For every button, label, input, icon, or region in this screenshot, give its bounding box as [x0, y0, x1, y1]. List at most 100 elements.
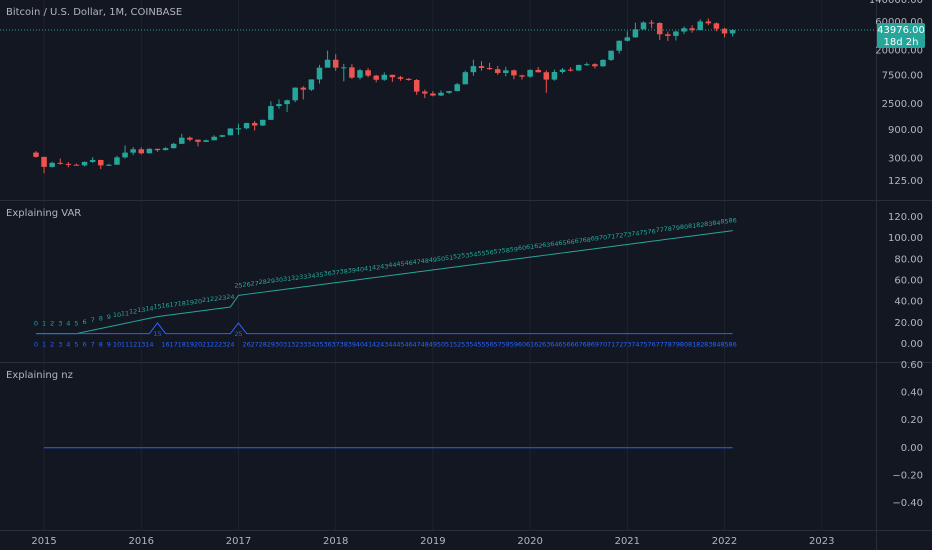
point-label: 9 — [107, 313, 111, 321]
point-label: 31 — [283, 275, 291, 283]
point-label: 54 — [469, 341, 477, 349]
candle-body — [365, 70, 371, 76]
candle-body — [527, 69, 533, 77]
y-tick-label: 20.00 — [894, 318, 923, 329]
candle-body — [413, 80, 420, 92]
point-label: 30 — [275, 341, 283, 349]
candle-body — [462, 72, 469, 85]
point-label: 29 — [267, 277, 275, 285]
point-label: 54 — [469, 251, 477, 259]
point-label: 56 — [485, 248, 493, 256]
point-label: 34 — [307, 341, 315, 349]
candle-body — [665, 34, 671, 36]
point-label: 7 — [91, 316, 95, 324]
point-label: 39 — [348, 267, 356, 275]
point-label: 47 — [413, 258, 421, 266]
point-label: 27 — [251, 279, 259, 287]
point-label: 43 — [380, 341, 388, 349]
candle-body — [535, 69, 541, 73]
point-label: 71 — [607, 233, 615, 241]
candle-body — [89, 159, 96, 162]
candle-body — [608, 50, 614, 60]
series-line — [35, 322, 733, 335]
point-label: 0 — [34, 320, 38, 328]
x-tick-label: 2018 — [323, 536, 348, 547]
point-label: 2 — [50, 341, 54, 349]
point-label: 66 — [566, 238, 574, 246]
point-label: 18 — [178, 341, 186, 349]
candle-body — [243, 123, 250, 129]
candle-body — [494, 69, 501, 73]
point-label: 32 — [291, 274, 299, 282]
point-label: 11 — [121, 341, 129, 349]
point-label: 58 — [502, 246, 510, 254]
point-label: 49 — [429, 256, 437, 264]
candle-body — [308, 79, 315, 90]
candle-body — [154, 148, 161, 151]
point-label: 75 — [639, 228, 647, 236]
point-label: 67 — [575, 341, 583, 349]
point-label: 79 — [672, 341, 680, 349]
candle-body — [705, 21, 712, 24]
point-label: 15 — [153, 330, 161, 338]
point-label: 55 — [477, 341, 485, 349]
point-label: 5 — [74, 320, 78, 328]
pane-title: Explaining VAR — [6, 208, 81, 219]
y-tick-label: 125.00 — [888, 176, 923, 187]
candle-body — [430, 93, 436, 96]
point-label: 77 — [656, 341, 664, 349]
point-label: 52 — [453, 341, 461, 349]
mark-layer: 0 1 2 3 4 5 6 7 8 9 10 11 12 13 14 15 16 17 18 19 20 21 22 23 24… — [0, 18, 876, 449]
point-label: 25 — [234, 330, 242, 338]
point-label: 81 — [688, 222, 696, 230]
candle-body — [600, 59, 606, 67]
point-label: 80 — [680, 341, 688, 349]
candle-body — [81, 161, 88, 166]
point-label: 26 — [242, 341, 250, 349]
candle-body — [389, 74, 396, 78]
candle-body — [543, 72, 550, 80]
candle-body — [519, 75, 525, 77]
candle-body — [729, 30, 736, 34]
y-tick-label: 20000.00 — [875, 45, 923, 56]
point-label: 30 — [275, 276, 283, 284]
point-label: 82 — [696, 221, 704, 229]
point-label: 67 — [575, 237, 583, 245]
point-label: 21 — [202, 341, 210, 349]
candle-body — [567, 69, 574, 71]
candle-body — [203, 140, 209, 142]
point-label: 62 — [534, 341, 542, 349]
candle-body — [381, 74, 388, 80]
candle-body — [292, 87, 298, 101]
bar-countdown: 18d 2h — [884, 37, 919, 48]
candle-body — [357, 70, 363, 78]
candle-body — [162, 148, 169, 151]
candle-body — [235, 128, 242, 130]
point-label: 82 — [696, 341, 704, 349]
point-label: 13 — [137, 306, 145, 314]
point-label: 8 — [99, 314, 103, 322]
x-tick-label: 2020 — [517, 536, 542, 547]
point-label: 10 — [113, 311, 121, 319]
point-label: 63 — [542, 341, 550, 349]
candle-body — [195, 139, 201, 142]
candle-body — [592, 64, 598, 67]
point-label: 10 — [113, 341, 121, 349]
point-label: 59 — [510, 341, 518, 349]
point-label: 19 — [186, 298, 194, 306]
y-tick-label: 2500.00 — [882, 99, 923, 110]
point-label: 20 — [194, 297, 202, 305]
point-label: 25 — [234, 281, 242, 289]
candle-body — [219, 135, 226, 137]
candle-body — [551, 71, 558, 80]
candle-body — [57, 162, 64, 164]
point-label: 5 — [74, 341, 78, 349]
point-label: 39 — [348, 341, 356, 349]
x-tick-label: 2015 — [31, 536, 56, 547]
candle-body — [673, 31, 679, 36]
point-label: 76 — [647, 227, 655, 235]
candle-body — [640, 22, 647, 30]
point-label: 7 — [91, 341, 95, 349]
last-price-label: 43976.00 — [877, 25, 925, 36]
point-label: 59 — [510, 245, 518, 253]
